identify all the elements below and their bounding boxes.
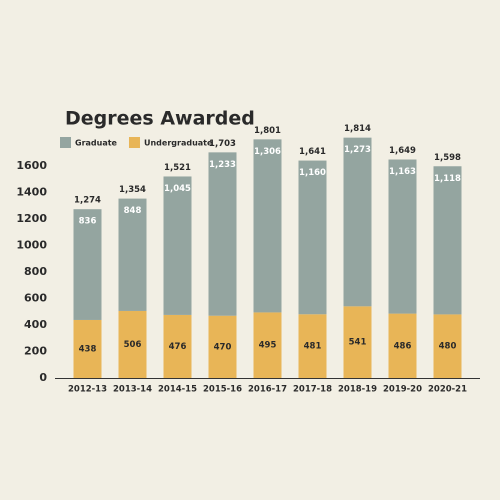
x-tick-label: 2012-13 [68, 385, 107, 395]
value-label: 470 [214, 342, 232, 352]
y-tick-label: 1400 [16, 186, 47, 199]
x-tick-label: 2017-18 [293, 385, 332, 395]
bar-segment [118, 310, 147, 378]
value-label: 1,273 [344, 145, 371, 155]
value-label: 1,233 [209, 160, 236, 170]
bar-segment [433, 314, 462, 378]
value-label: 480 [439, 342, 457, 352]
value-label: 1,118 [434, 174, 461, 184]
chart-title: Degrees Awarded [65, 108, 255, 130]
y-tick-label: 0 [39, 371, 47, 384]
value-label: 438 [79, 344, 97, 354]
legend-swatch [60, 137, 71, 148]
legend-swatch [128, 137, 140, 148]
total-label: 1,598 [434, 153, 461, 163]
bar-segment [73, 209, 102, 320]
value-label: 836 [79, 217, 97, 227]
bar-segment [433, 166, 462, 315]
x-tick-label: 2016-17 [248, 385, 287, 395]
y-tick-label: 1600 [16, 159, 47, 172]
total-label: 1,521 [164, 163, 191, 173]
legend-label: Undergraduate [144, 139, 213, 148]
y-tick-label: 800 [24, 265, 47, 278]
total-label: 1,801 [254, 126, 281, 136]
total-label: 1,649 [389, 146, 416, 156]
value-label: 506 [124, 340, 142, 350]
x-tick-label: 2014-15 [158, 385, 197, 395]
value-label: 486 [394, 341, 412, 351]
x-tick-label: 2020-21 [428, 385, 467, 395]
x-tick-label: 2013-14 [113, 385, 152, 395]
value-label: 495 [259, 341, 277, 351]
x-tick-label: 2015-16 [203, 385, 242, 395]
total-label: 1,641 [299, 147, 326, 157]
bar-segment [73, 319, 102, 378]
bar-segment [388, 313, 417, 378]
value-label: 848 [124, 206, 142, 216]
x-tick-label: 2019-20 [383, 385, 422, 395]
value-label: 1,163 [389, 167, 416, 177]
y-tick-label: 1200 [16, 212, 47, 225]
x-tick-label: 2018-19 [338, 385, 377, 395]
y-tick-label: 1000 [16, 239, 47, 252]
bar-segment [118, 198, 147, 311]
value-label: 476 [169, 342, 187, 352]
y-tick-label: 200 [24, 345, 47, 358]
y-tick-label: 400 [24, 318, 47, 331]
total-label: 1,354 [119, 185, 146, 195]
value-label: 481 [304, 342, 322, 352]
total-label: 1,274 [74, 196, 101, 206]
bar-segment [388, 159, 417, 314]
bar-segment [253, 139, 282, 313]
bar-segment [298, 160, 327, 315]
value-label: 1,160 [299, 168, 326, 178]
legend-label: Graduate [75, 139, 118, 148]
bar-segment [343, 137, 372, 307]
value-label: 1,045 [164, 184, 191, 194]
value-label: 1,306 [254, 147, 281, 157]
bar-segment [208, 152, 237, 316]
value-label: 541 [349, 338, 367, 348]
y-tick-label: 600 [24, 292, 47, 305]
bar-segment [163, 176, 192, 315]
bar-segment [253, 312, 282, 378]
bar-segment [343, 306, 372, 378]
bar-segment [208, 315, 237, 378]
bar-segment [298, 314, 327, 378]
total-label: 1,814 [344, 124, 371, 134]
bar-segment [163, 314, 192, 378]
total-label: 1,703 [209, 139, 236, 149]
